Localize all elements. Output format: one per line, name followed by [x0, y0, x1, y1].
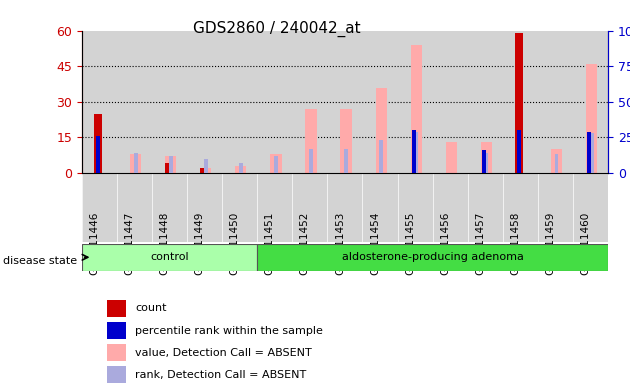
Bar — [517, 130, 521, 173]
Bar — [107, 344, 126, 361]
Bar — [306, 109, 317, 173]
Bar — [200, 168, 212, 173]
Text: percentile rank within the sample: percentile rank within the sample — [135, 326, 323, 336]
Text: GDS2860 / 240042_at: GDS2860 / 240042_at — [193, 21, 361, 37]
Bar — [270, 154, 282, 173]
Bar — [481, 142, 492, 173]
Bar — [274, 156, 278, 173]
Bar — [107, 366, 126, 383]
Bar — [590, 133, 593, 173]
Bar — [586, 64, 597, 173]
Bar — [340, 109, 352, 173]
Bar — [107, 300, 126, 317]
Bar — [82, 244, 257, 271]
Bar — [551, 149, 562, 173]
Text: count: count — [135, 303, 167, 313]
Bar — [169, 156, 173, 173]
Bar — [445, 142, 457, 173]
Bar — [482, 150, 486, 173]
Bar — [411, 45, 422, 173]
Bar — [239, 163, 243, 173]
Text: control: control — [151, 252, 189, 262]
Bar — [412, 130, 416, 173]
Text: disease state: disease state — [3, 256, 77, 266]
Bar — [107, 322, 126, 339]
Bar — [554, 154, 558, 173]
Text: aldosterone-producing adenoma: aldosterone-producing adenoma — [341, 252, 524, 262]
Bar — [94, 114, 102, 173]
Bar — [309, 149, 313, 173]
Bar — [134, 153, 137, 173]
Bar — [130, 154, 141, 173]
Bar — [375, 88, 387, 173]
Bar — [344, 149, 348, 173]
Text: value, Detection Call = ABSENT: value, Detection Call = ABSENT — [135, 348, 312, 358]
Bar — [515, 33, 523, 173]
Bar — [200, 168, 207, 173]
Bar — [235, 166, 246, 173]
Bar — [96, 136, 100, 173]
Text: rank, Detection Call = ABSENT: rank, Detection Call = ABSENT — [135, 370, 307, 380]
Bar — [203, 159, 208, 173]
Bar — [164, 163, 173, 173]
Bar — [587, 132, 592, 173]
Bar — [165, 156, 176, 173]
Bar — [414, 132, 418, 173]
Bar — [257, 244, 608, 271]
Bar — [379, 140, 383, 173]
Bar — [484, 153, 488, 173]
